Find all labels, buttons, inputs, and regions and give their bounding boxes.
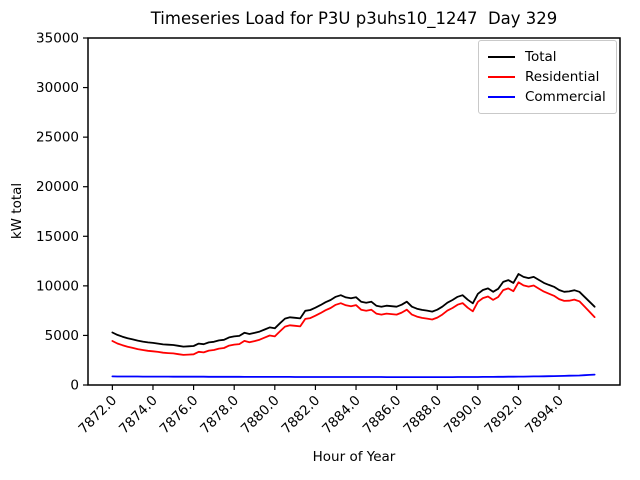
svg-text:15000: 15000 <box>36 229 79 245</box>
svg-text:7890.0: 7890.0 <box>441 393 486 438</box>
svg-text:7884.0: 7884.0 <box>319 393 364 438</box>
svg-text:7888.0: 7888.0 <box>400 393 445 438</box>
svg-text:7872.0: 7872.0 <box>75 393 120 438</box>
svg-text:7892.0: 7892.0 <box>482 393 527 438</box>
svg-text:30000: 30000 <box>36 80 79 96</box>
legend: Total Residential Commercial <box>478 40 617 114</box>
legend-entry-commercial: Commercial <box>488 88 607 106</box>
x-axis-label: Hour of Year <box>312 449 396 465</box>
legend-label-commercial: Commercial <box>525 89 606 105</box>
svg-text:0: 0 <box>70 378 79 394</box>
svg-text:10000: 10000 <box>36 278 79 294</box>
y-axis-label: kW total <box>9 182 25 240</box>
svg-text:5000: 5000 <box>45 328 79 344</box>
chart-title: Timeseries Load for P3U p3uhs10_1247 Day… <box>150 9 558 28</box>
svg-text:7882.0: 7882.0 <box>279 393 324 438</box>
svg-text:35000: 35000 <box>36 31 79 47</box>
legend-label-residential: Residential <box>525 69 600 85</box>
svg-text:25000: 25000 <box>36 130 79 146</box>
svg-text:7878.0: 7878.0 <box>197 393 242 438</box>
svg-text:20000: 20000 <box>36 179 79 195</box>
svg-text:7886.0: 7886.0 <box>360 393 405 438</box>
svg-text:7880.0: 7880.0 <box>238 393 283 438</box>
legend-entry-total: Total <box>488 48 607 66</box>
svg-text:7876.0: 7876.0 <box>157 393 202 438</box>
legend-line-swatch-residential <box>488 75 515 79</box>
legend-line-swatch-commercial <box>488 95 515 99</box>
svg-text:7894.0: 7894.0 <box>522 393 567 438</box>
legend-label-total: Total <box>525 49 557 65</box>
legend-line-swatch-total <box>488 55 515 59</box>
legend-entry-residential: Residential <box>488 68 607 86</box>
svg-text:7874.0: 7874.0 <box>116 393 161 438</box>
